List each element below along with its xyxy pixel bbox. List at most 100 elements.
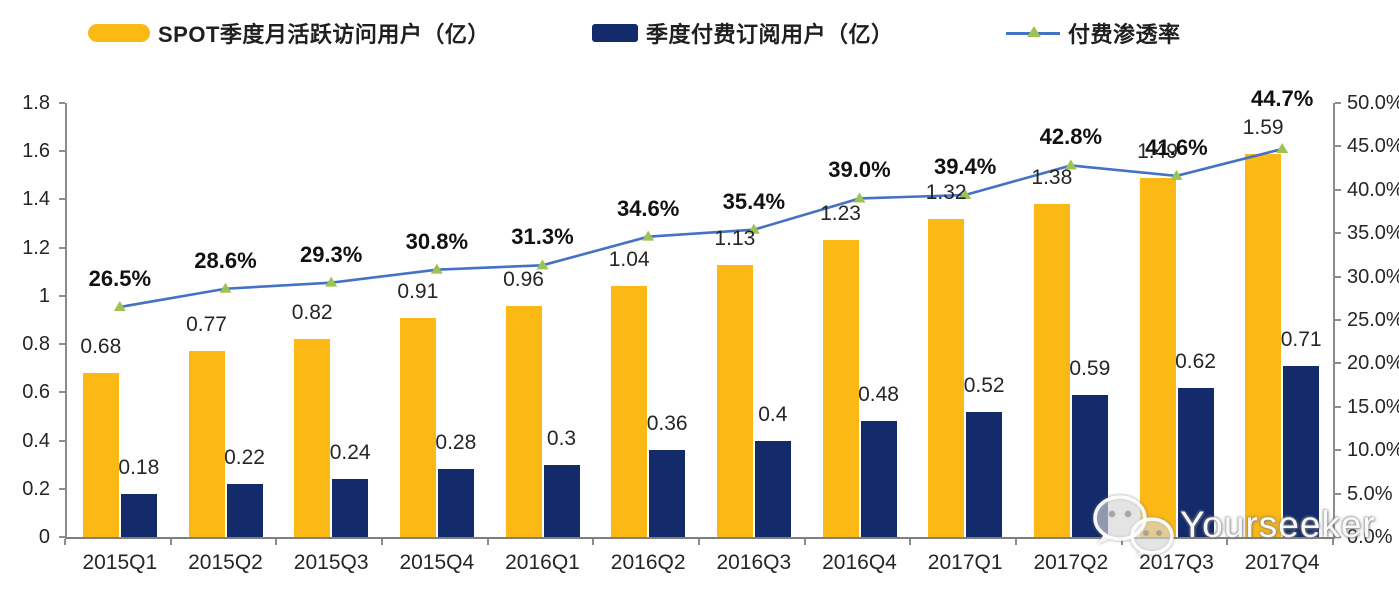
right-axis-line	[1333, 103, 1335, 539]
left-axis-tick	[59, 487, 65, 490]
mau-legend-label: SPOT季度月活跃访问用户（亿）	[158, 22, 490, 47]
left-axis-tick-label: 1.8	[22, 92, 50, 114]
mau-bar	[399, 317, 436, 537]
legend-item-penetration: 付费渗透率	[1006, 19, 1181, 47]
mau-bar	[188, 351, 225, 537]
penetration-value-label: 34.6%	[616, 195, 680, 221]
subscribers-bar	[1283, 365, 1320, 537]
right-axis-tick-label: 30.0%	[1347, 265, 1399, 288]
right-axis-tick	[1335, 232, 1341, 235]
mau-value-label: 0.96	[503, 267, 544, 291]
subscribers-legend-swatch	[592, 24, 638, 42]
mau-bar	[716, 264, 753, 537]
legend-item-mau: SPOT季度月活跃访问用户（亿）	[88, 19, 490, 47]
penetration-point-marker	[853, 192, 866, 203]
x-axis-category-label: 2015Q4	[399, 551, 475, 574]
left-axis-tick-label: 1.2	[22, 236, 50, 259]
subscribers-value-label: 0.59	[1069, 356, 1111, 380]
mau-value-label: 0.82	[291, 301, 333, 325]
penetration-value-label: 44.7%	[1250, 86, 1314, 111]
x-axis-category-label: 2016Q1	[505, 551, 580, 574]
subscribers-value-label: 0.4	[758, 402, 788, 426]
x-axis-category-label: 2015Q2	[188, 551, 263, 574]
penetration-value-label: 30.8%	[405, 228, 469, 254]
right-axis-tick-label: 5.0%	[1347, 482, 1393, 505]
subscribers-value-label: 0.62	[1175, 349, 1216, 373]
x-axis-tick	[1120, 539, 1123, 545]
mau-value-label: 0.68	[80, 335, 122, 359]
x-axis-tick	[486, 539, 489, 545]
penetration-point-marker	[430, 263, 443, 274]
right-axis-tick	[1335, 102, 1341, 104]
subscribers-bar	[332, 479, 369, 537]
left-axis-tick	[59, 391, 65, 394]
right-axis-tick-label: 35.0%	[1347, 222, 1399, 245]
left-axis-tick	[59, 439, 65, 442]
subscribers-value-label: 0.71	[1280, 327, 1322, 351]
penetration-legend-marker	[1006, 24, 1060, 42]
right-axis-tick-label: 0.0%	[1347, 526, 1393, 548]
subscribers-value-label: 0.28	[435, 431, 477, 455]
penetration-value-label: 39.0%	[828, 157, 891, 183]
subscribers-bar	[649, 450, 686, 537]
x-axis-category-label: 2017Q2	[1033, 551, 1109, 574]
right-axis-tick-label: 50.0%	[1347, 92, 1399, 114]
x-axis-tick	[1332, 539, 1334, 545]
right-axis-tick-label: 10.0%	[1347, 439, 1399, 462]
subscribers-bar	[226, 483, 263, 537]
subscribers-bar	[120, 493, 157, 537]
subscribers-bar	[754, 440, 791, 537]
subscribers-value-label: 0.52	[963, 373, 1005, 397]
x-axis-category-label: 2016Q2	[610, 551, 686, 574]
right-axis-tick-label: 40.0%	[1347, 178, 1399, 201]
subscribers-bar	[437, 469, 474, 537]
right-axis-tick	[1335, 275, 1341, 278]
right-axis-tick	[1335, 536, 1341, 538]
left-axis-tick	[59, 102, 65, 104]
left-axis-tick	[59, 198, 65, 201]
mau-value-label: 1.38	[1031, 166, 1073, 190]
mau-value-label: 1.04	[608, 248, 650, 272]
x-axis-tick	[169, 539, 172, 545]
left-axis-tick-label: 0.4	[22, 429, 50, 452]
penetration-value-label: 31.3%	[511, 224, 574, 250]
penetration-value-label: 26.5%	[88, 265, 152, 291]
mau-bar	[505, 305, 542, 537]
left-axis-tick-label: 1	[38, 284, 50, 307]
subscribers-bar	[966, 411, 1003, 537]
subscribers-value-label: 0.18	[118, 455, 160, 479]
subscribers-value-label: 0.22	[224, 445, 265, 469]
x-axis-category-label: 2015Q3	[293, 551, 369, 574]
mau-bar	[611, 286, 648, 537]
x-axis-tick	[803, 539, 806, 545]
right-axis-tick	[1335, 188, 1341, 191]
left-axis-tick-label: 0.6	[22, 381, 50, 404]
right-axis-tick	[1335, 145, 1341, 148]
subscribers-bar	[1071, 394, 1108, 537]
right-axis-tick	[1335, 449, 1341, 452]
mau-value-label: 0.91	[397, 279, 439, 303]
penetration-point-marker	[1276, 143, 1289, 154]
x-axis-tick	[909, 539, 912, 545]
mau-value-label: 1.13	[714, 226, 756, 250]
x-axis-tick	[1015, 539, 1017, 545]
penetration-point-marker	[113, 300, 126, 311]
mau-value-label: 0.77	[186, 313, 227, 337]
triangle-marker-icon	[1027, 26, 1041, 37]
left-axis-tick-label: 0.8	[22, 333, 50, 356]
subscribers-bar	[543, 464, 580, 537]
penetration-point-marker	[219, 282, 232, 293]
right-axis-tick-label: 45.0%	[1347, 135, 1399, 158]
penetration-value-label: 39.4%	[933, 154, 997, 179]
x-axis-tick	[64, 539, 66, 545]
left-axis-tick	[59, 294, 65, 297]
right-axis-tick	[1335, 362, 1341, 365]
penetration-value-label: 42.8%	[1039, 124, 1103, 150]
x-axis-category-label: 2016Q4	[822, 551, 897, 574]
x-axis-category-label: 2017Q3	[1139, 551, 1214, 574]
x-axis-tick	[698, 539, 700, 545]
subscribers-value-label: 0.3	[546, 426, 577, 450]
x-axis-tick	[381, 539, 383, 545]
subscribers-bar	[860, 421, 897, 537]
mau-value-label: 1.32	[925, 180, 967, 204]
